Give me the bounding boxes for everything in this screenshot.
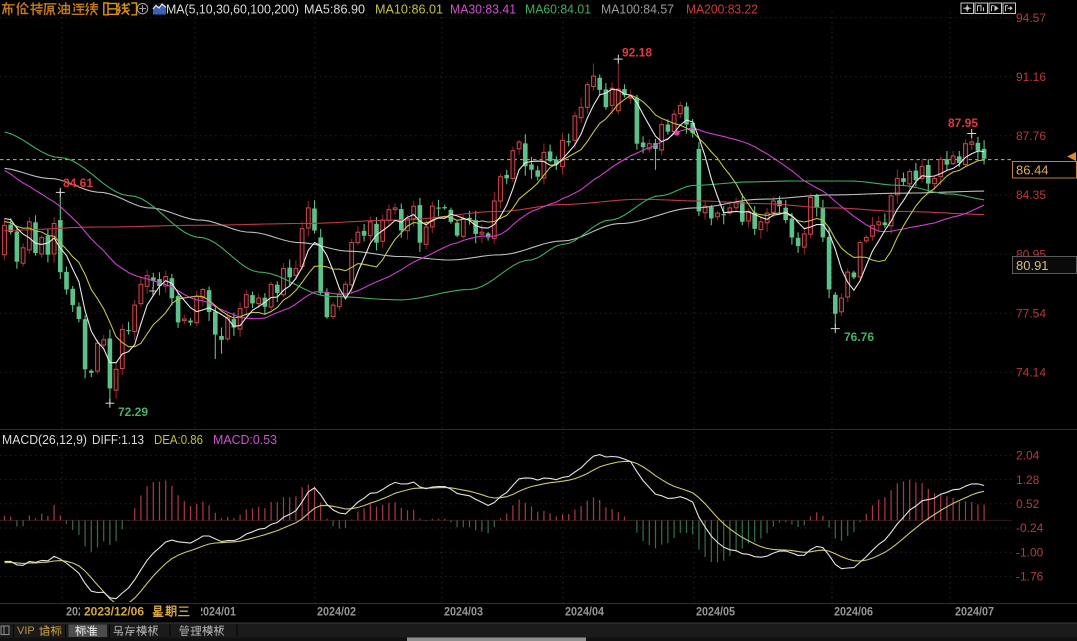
svg-text:MA30:83.41: MA30:83.41 (450, 2, 516, 17)
svg-text:80.91: 80.91 (1016, 258, 1049, 273)
svg-text:2024/06: 2024/06 (834, 605, 873, 619)
svg-text:MA60:84.01: MA60:84.01 (525, 2, 591, 17)
svg-text:2024/07: 2024/07 (955, 605, 994, 619)
svg-text:2.04: 2.04 (1016, 449, 1040, 463)
svg-text:2024/01: 2024/01 (197, 605, 236, 619)
svg-text:2023/12/06: 2023/12/06 (84, 605, 144, 619)
svg-text:1.28: 1.28 (1016, 473, 1040, 487)
svg-text:MA(5,10,30,60,100,200): MA(5,10,30,60,100,200) (166, 2, 299, 17)
svg-text:MA200:83.22: MA200:83.22 (686, 2, 758, 17)
svg-text:DEA:0.86: DEA:0.86 (154, 432, 203, 447)
svg-text:-1.00: -1.00 (1016, 545, 1044, 559)
svg-text:74.14: 74.14 (1016, 366, 1046, 380)
svg-text:72.29: 72.29 (118, 405, 148, 419)
svg-text:84.61: 84.61 (63, 176, 93, 190)
svg-text:2024/04: 2024/04 (565, 605, 604, 619)
svg-text:MA5:86.90: MA5:86.90 (304, 2, 365, 17)
svg-text:2024/03: 2024/03 (444, 605, 483, 619)
svg-text:MA10:86.01: MA10:86.01 (375, 2, 443, 17)
svg-text:VIP: VIP (17, 625, 35, 637)
svg-text:87.76: 87.76 (1016, 129, 1046, 143)
svg-text:2024/05: 2024/05 (696, 605, 735, 619)
svg-text:DIFF:1.13: DIFF:1.13 (92, 432, 144, 447)
svg-text:-0.24: -0.24 (1016, 521, 1044, 535)
svg-text:MACD(26,12,9): MACD(26,12,9) (2, 432, 87, 447)
svg-text:-1.76: -1.76 (1016, 570, 1044, 584)
svg-text:84.35: 84.35 (1016, 188, 1046, 202)
svg-text:86.44: 86.44 (1016, 163, 1049, 178)
svg-text:76.76: 76.76 (844, 330, 874, 344)
svg-text:92.18: 92.18 (622, 46, 652, 60)
svg-text:94.57: 94.57 (1016, 11, 1046, 25)
svg-text:MA100:84.57: MA100:84.57 (601, 2, 674, 17)
svg-text:MACD:0.53: MACD:0.53 (213, 432, 277, 447)
svg-text:87.95: 87.95 (948, 116, 978, 130)
svg-text:2024/02: 2024/02 (317, 605, 356, 619)
svg-text:77.54: 77.54 (1016, 306, 1046, 320)
svg-text:91.16: 91.16 (1016, 70, 1046, 84)
svg-text:0.52: 0.52 (1016, 497, 1040, 511)
